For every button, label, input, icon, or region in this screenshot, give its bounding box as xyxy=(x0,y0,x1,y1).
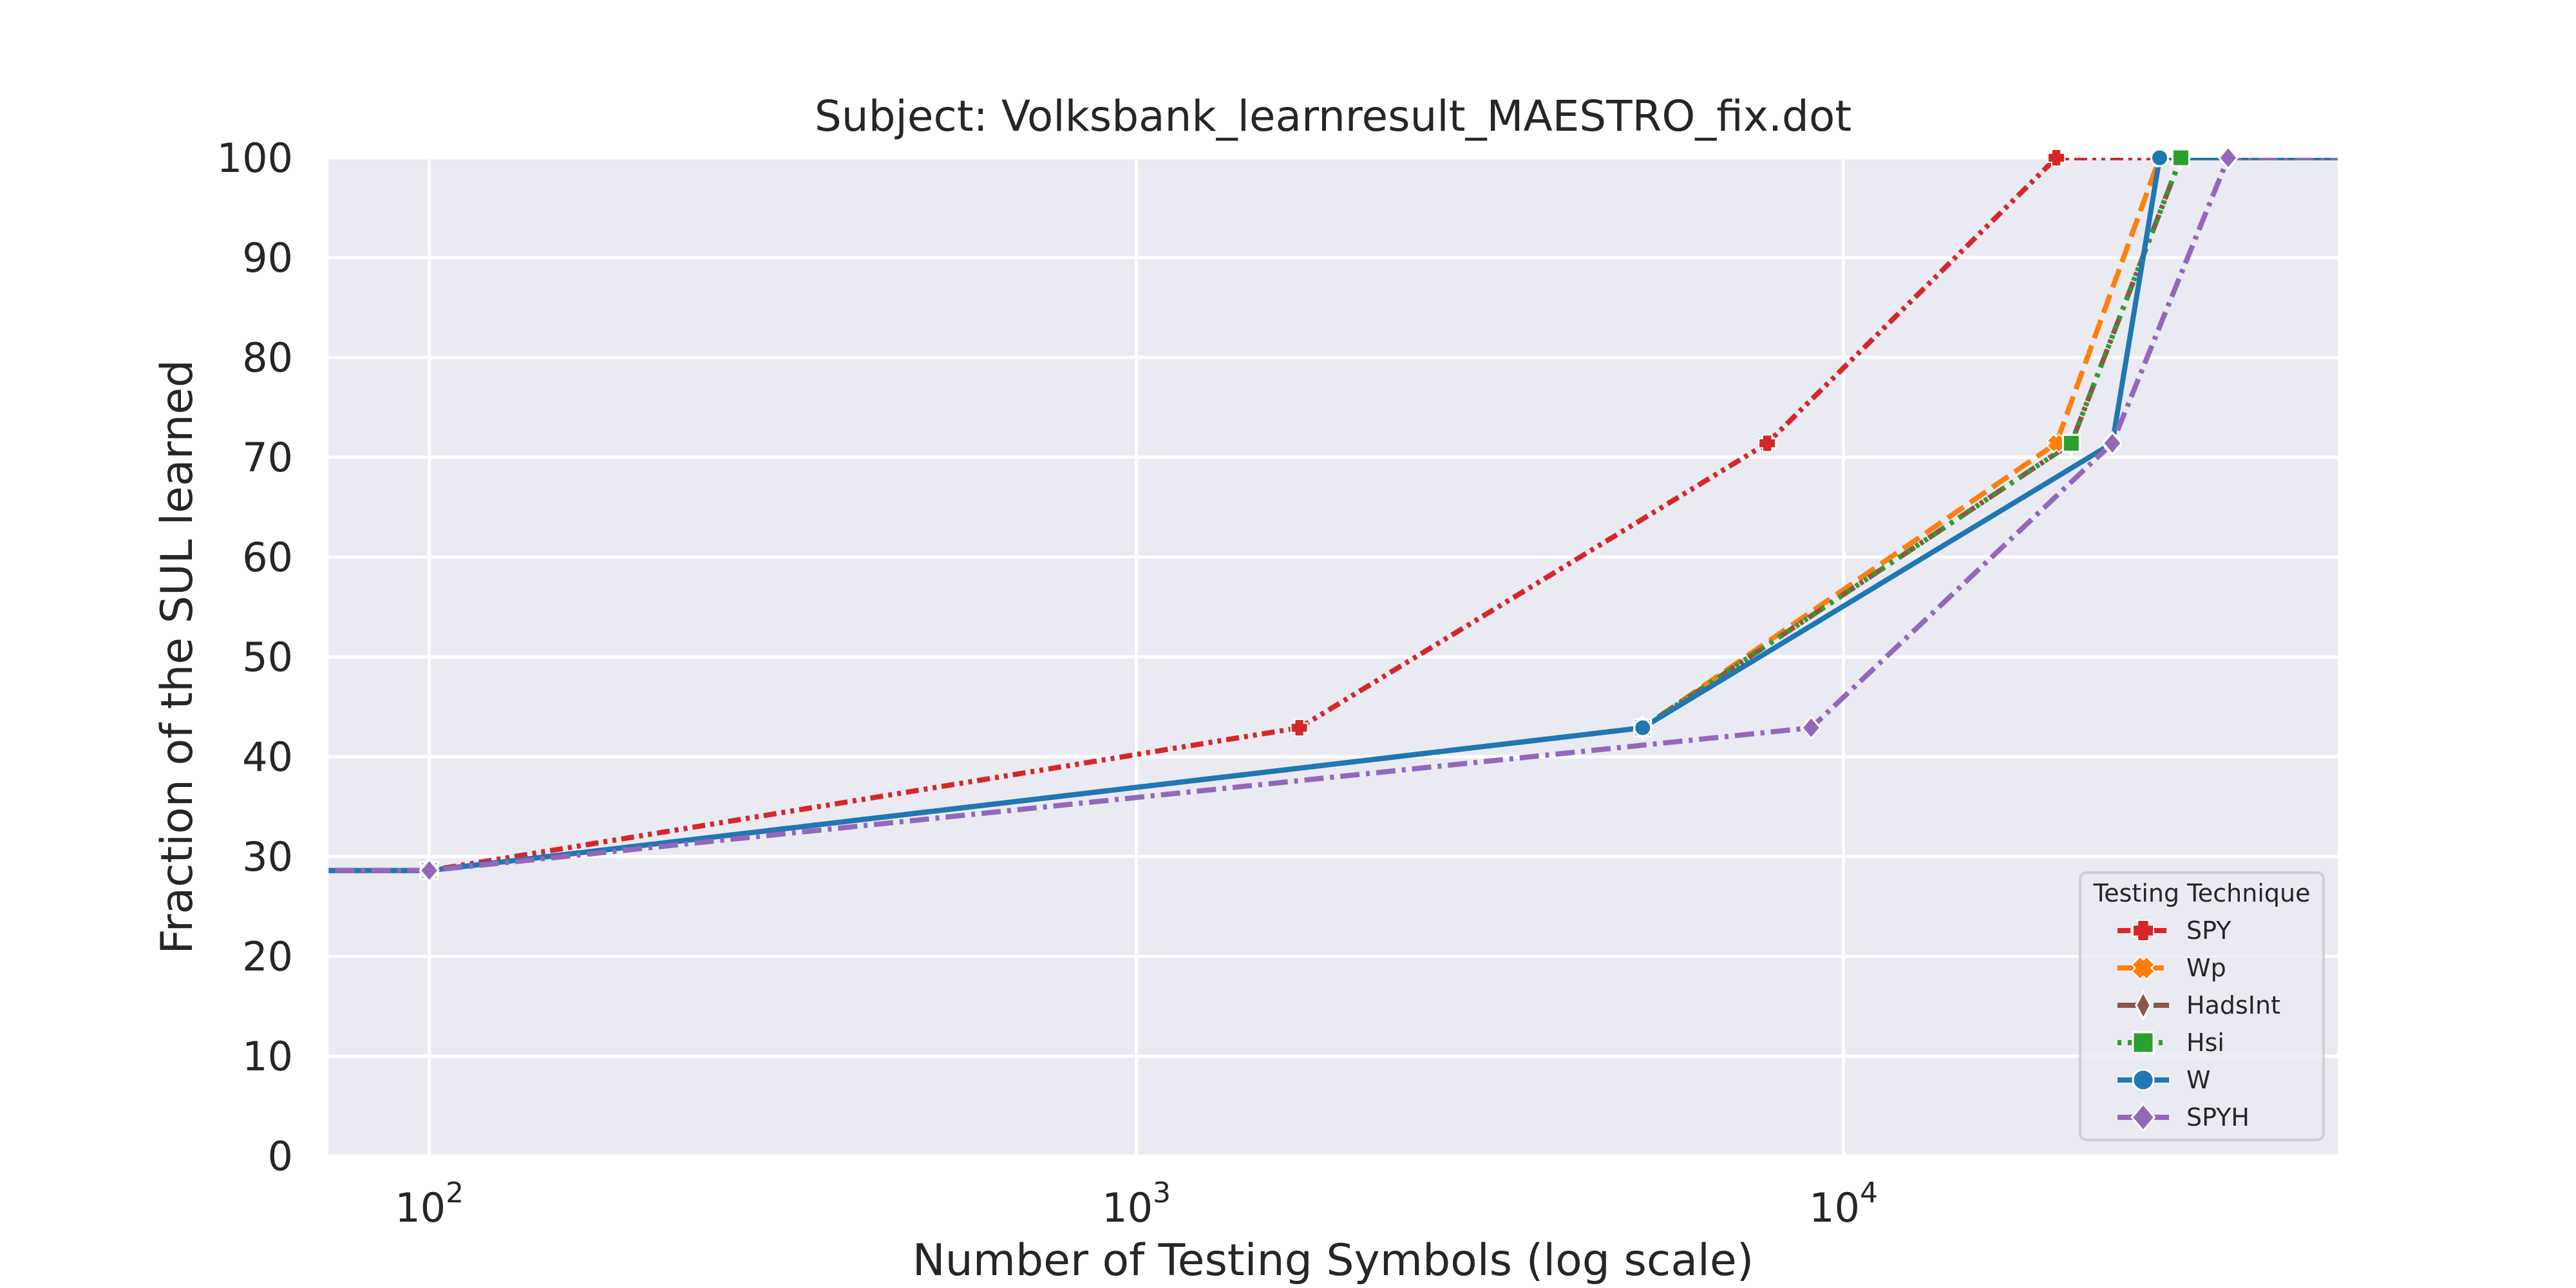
y-tick-label: 10 xyxy=(242,1033,293,1080)
legend-marker xyxy=(2135,990,2152,1021)
data-point-hsi xyxy=(2171,148,2190,167)
legend-label: Wp xyxy=(2186,954,2226,982)
x-tick-label: 102 xyxy=(395,1177,464,1231)
y-tick-label: 20 xyxy=(242,933,293,980)
y-tick-label: 80 xyxy=(242,334,293,381)
data-point-w xyxy=(1633,718,1653,737)
data-point-spyh xyxy=(419,858,440,883)
legend: Testing Technique SPY Wp HadsInt Hsi W SPYH xyxy=(2079,871,2325,1141)
data-point-spyh xyxy=(2217,145,2239,171)
grid xyxy=(328,156,2338,1158)
y-axis-title: Fraction of the SUL learned xyxy=(152,359,203,954)
x-axis-title: Number of Testing Symbols (log scale) xyxy=(913,1235,1754,1286)
data-point-spy xyxy=(1290,719,1309,737)
legend-label: HadsInt xyxy=(2186,991,2280,1019)
data-point-hsi xyxy=(2061,433,2081,453)
y-tick-label: 70 xyxy=(242,434,293,481)
series-line-wp xyxy=(328,158,2338,873)
y-tick-label: 50 xyxy=(242,634,293,681)
series-line-hsi xyxy=(328,158,2338,873)
legend-marker xyxy=(2132,920,2154,942)
legend-items: SPY Wp HadsInt Hsi W SPYH xyxy=(2117,916,2280,1133)
data-point-spy xyxy=(2047,149,2066,167)
y-tick-label: 30 xyxy=(242,833,293,880)
y-tick-label: 90 xyxy=(242,234,293,281)
legend-marker xyxy=(2132,1031,2155,1054)
chart-title: Subject: Volksbank_learnresult_MAESTRO_f… xyxy=(815,91,1852,141)
tick-labels: 0 10 20 30 40 50 60 70 80 90 100 102 103 104 xyxy=(217,135,1878,1231)
data-point-spy xyxy=(1758,434,1777,453)
x-tick-label: 104 xyxy=(1809,1177,1878,1231)
series-line-w xyxy=(328,158,2338,873)
data-point-w xyxy=(2150,148,2170,167)
legend-marker xyxy=(2132,1068,2155,1092)
legend-label: SPY xyxy=(2186,916,2231,945)
y-tick-label: 0 xyxy=(268,1133,293,1180)
legend-label: Hsi xyxy=(2186,1028,2224,1057)
legend-label: W xyxy=(2186,1066,2211,1094)
data-point-spyh xyxy=(2101,431,2123,456)
x-tick-label: 103 xyxy=(1102,1177,1171,1231)
series-layer xyxy=(328,158,2338,873)
y-tick-label: 40 xyxy=(242,734,293,781)
legend-marker xyxy=(2131,956,2155,980)
legend-label: SPYH xyxy=(2186,1103,2249,1132)
legend-marker xyxy=(2130,1102,2156,1133)
data-point-spyh xyxy=(1801,715,1822,741)
y-tick-label: 60 xyxy=(242,534,293,581)
y-tick-label: 100 xyxy=(217,135,293,182)
marker-layer xyxy=(419,144,2239,884)
legend-title: Testing Technique xyxy=(2092,879,2310,907)
